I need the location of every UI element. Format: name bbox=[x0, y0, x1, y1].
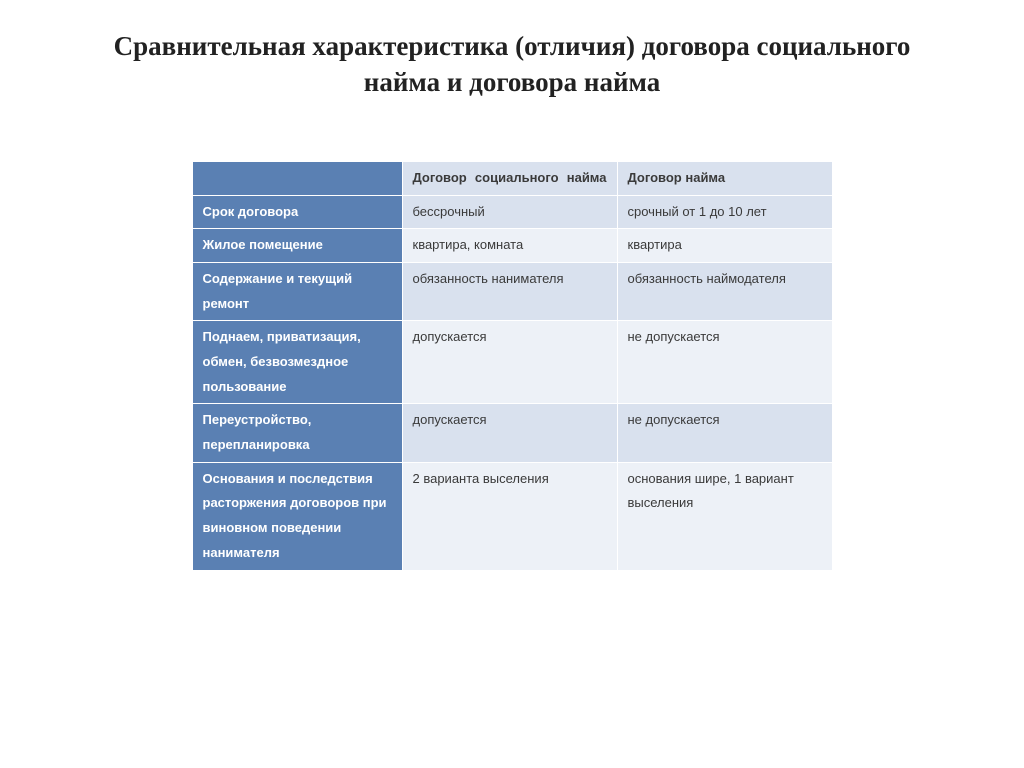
row-label: Жилое помещение bbox=[192, 229, 402, 263]
cell-a: обязанность нанимателя bbox=[402, 262, 617, 320]
row-label: Срок договора bbox=[192, 195, 402, 229]
slide: Сравнительная характеристика (отличия) д… bbox=[0, 0, 1024, 768]
table-row: Поднаем, приватизация, обмен, безвозмезд… bbox=[192, 321, 832, 404]
row-label: Поднаем, приватизация, обмен, безвозмезд… bbox=[192, 321, 402, 404]
header-col-a: Договор социального найма bbox=[402, 161, 617, 195]
header-col-a-label: Договор социального найма bbox=[413, 166, 607, 191]
header-col-b: Договор найма bbox=[617, 161, 832, 195]
cell-b: основания шире, 1 вариант выселения bbox=[617, 462, 832, 570]
table-row: Переустройство, перепланировка допускает… bbox=[192, 404, 832, 462]
cell-b: квартира bbox=[617, 229, 832, 263]
cell-a: допускается bbox=[402, 404, 617, 462]
cell-b: срочный от 1 до 10 лет bbox=[617, 195, 832, 229]
row-label: Содержание и текущий ремонт bbox=[192, 262, 402, 320]
page-title: Сравнительная характеристика (отличия) д… bbox=[102, 28, 922, 101]
row-label: Основания и последствия расторжения дого… bbox=[192, 462, 402, 570]
cell-a: бессрочный bbox=[402, 195, 617, 229]
cell-a: допускается bbox=[402, 321, 617, 404]
cell-a: 2 варианта выселения bbox=[402, 462, 617, 570]
table-header-row: Договор социального найма Договор найма bbox=[192, 161, 832, 195]
cell-a: квартира, комната bbox=[402, 229, 617, 263]
comparison-table: Договор социального найма Договор найма … bbox=[192, 161, 833, 571]
table-row: Основания и последствия расторжения дого… bbox=[192, 462, 832, 570]
header-col-b-label: Договор найма bbox=[628, 170, 726, 185]
table-row: Срок договора бессрочный срочный от 1 до… bbox=[192, 195, 832, 229]
cell-b: не допускается bbox=[617, 404, 832, 462]
header-blank-cell bbox=[192, 161, 402, 195]
row-label: Переустройство, перепланировка bbox=[192, 404, 402, 462]
cell-b: не допускается bbox=[617, 321, 832, 404]
comparison-table-wrap: Договор социального найма Договор найма … bbox=[70, 161, 954, 571]
table-row: Жилое помещение квартира, комната кварти… bbox=[192, 229, 832, 263]
cell-b: обязанность наймодателя bbox=[617, 262, 832, 320]
table-row: Содержание и текущий ремонт обязанность … bbox=[192, 262, 832, 320]
